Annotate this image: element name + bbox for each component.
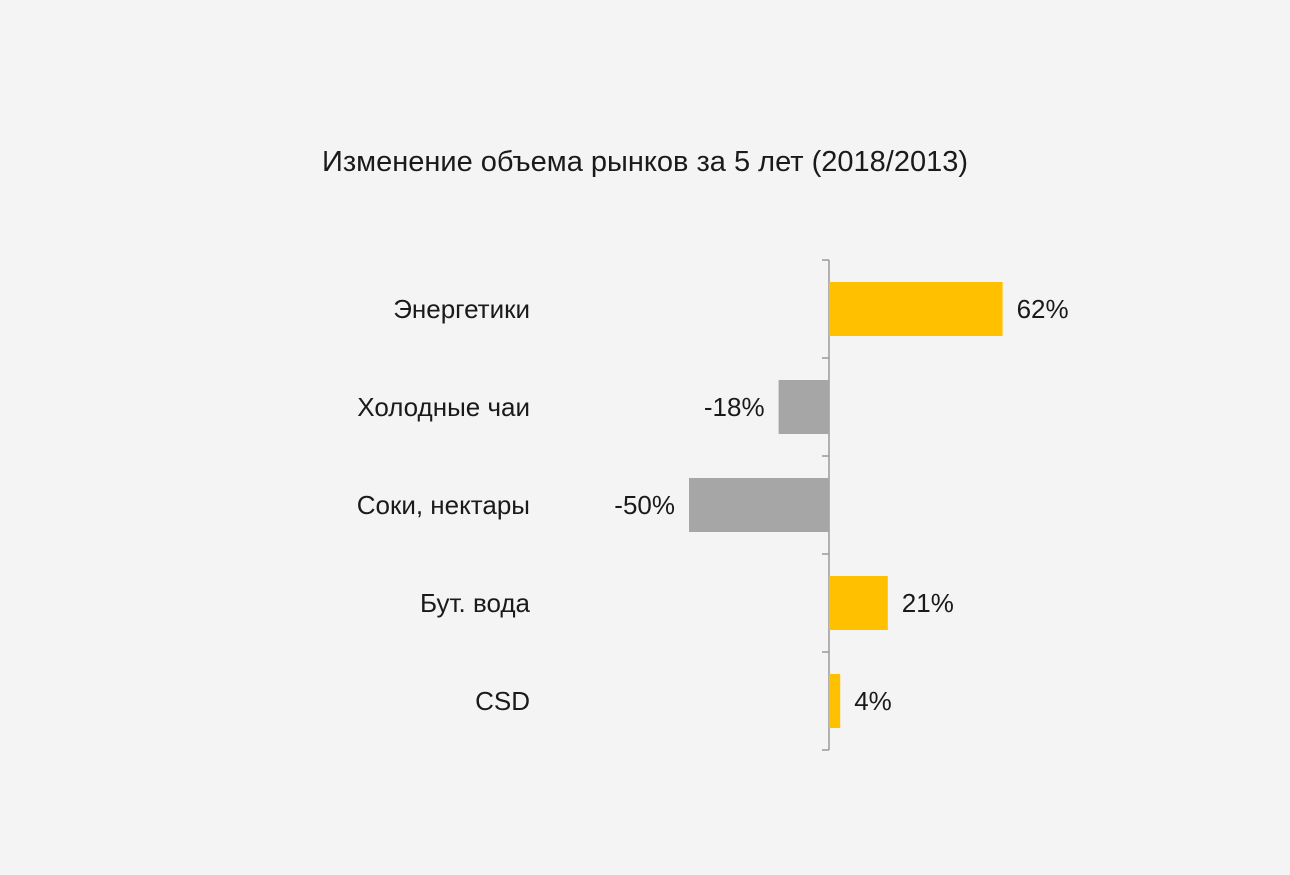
category-label: Энергетики [393, 294, 530, 324]
data-label: 21% [902, 588, 954, 618]
category-label: Холодные чаи [357, 392, 530, 422]
data-label: 4% [854, 686, 892, 716]
data-label: 62% [1017, 294, 1069, 324]
bar [829, 674, 841, 728]
bar [829, 576, 888, 630]
category-label: Бут. вода [420, 588, 531, 618]
data-label: -50% [614, 490, 675, 520]
bar [689, 478, 829, 532]
labels-group: Энергетики 62% Холодные чаи -18% Соки, некта… [357, 294, 1069, 716]
category-label: CSD [475, 686, 530, 716]
data-label: -18% [704, 392, 765, 422]
bar [829, 282, 1003, 336]
category-label: Соки, нектары [357, 490, 530, 520]
chart-title: Изменение объема рынков за 5 лет (2018/2… [322, 146, 968, 178]
bars-group [689, 282, 1003, 728]
bar [778, 380, 829, 434]
